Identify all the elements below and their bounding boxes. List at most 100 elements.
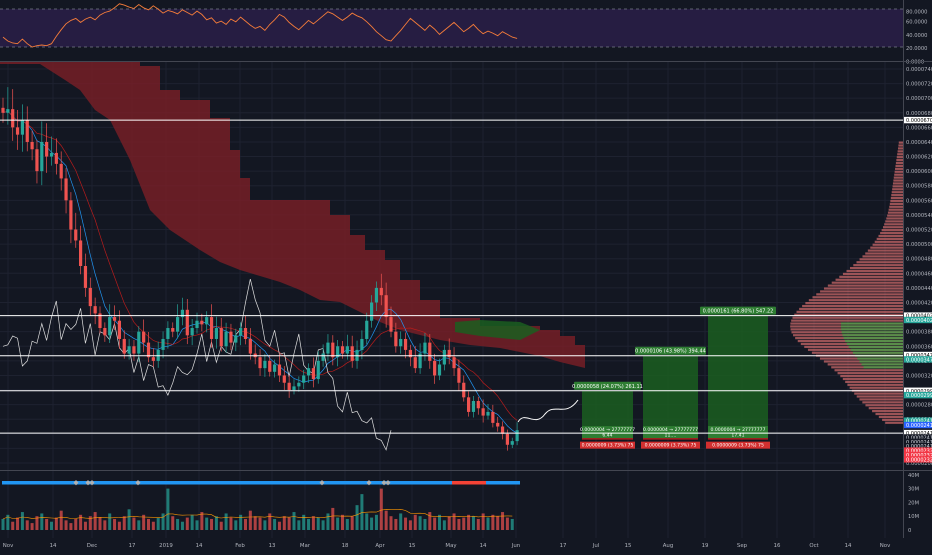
candle-body [258,357,262,369]
candle-body [30,141,34,150]
profile-bar [831,281,903,284]
profile-bar [827,284,903,287]
volume-bar [287,517,291,530]
profile-bar [794,313,903,316]
profile-bar [845,380,903,384]
volume-tick-label: 20M [908,500,919,506]
trade-stop-label-bg [641,441,700,449]
price-tick-label: 0.0000560 [906,198,932,204]
volume-bar [83,521,87,530]
trade-target-label: 0.0000161 (66.80%) 547.22 [703,309,774,315]
candle-body [437,364,442,376]
price-marker-bg [904,451,932,459]
trade-positions[interactable]: 0.0000058 (24.07%) 261.11 0.0000004 → 277… [517,306,776,449]
candle-body [277,364,282,376]
candle-body [447,349,451,358]
horizontal-levels[interactable] [0,119,903,434]
volume-bar [365,513,369,530]
volume-bar [11,521,15,530]
volume-bar [384,510,388,530]
volume-bar [452,513,456,530]
trade-profit-zone[interactable] [643,355,698,434]
volume-bar [370,517,374,530]
profile-bar [885,421,903,424]
candle-body [248,338,252,354]
volume-tick-label: 10M [908,514,919,520]
volume-bar [88,516,92,530]
profile-bar [802,304,903,308]
profile-bar [805,302,903,305]
time-tick-label: 14 [480,543,487,549]
profile-bar [847,383,903,386]
time-tick-label: 14 [50,543,57,549]
volume-bar [45,518,49,530]
volume-bar [428,512,432,530]
candle-body [462,382,466,398]
volume-bar [273,518,277,530]
trade-stop-label-bg [706,441,770,449]
price-marker-label: 0.0000670 [906,118,932,124]
candle-body [166,328,170,339]
candle-body [151,357,155,361]
volume-bar [132,517,136,530]
trade-profit-zone[interactable] [708,315,768,434]
price-marker-label: 0.0000347 [906,357,932,363]
price-marker-bg [904,351,932,359]
volume-bar [195,520,199,530]
candle-body [176,317,180,332]
volume-bar [307,518,311,530]
volume-bar [496,516,500,530]
profile-bar [889,202,903,205]
profile-bar-buy [850,348,903,351]
profile-bar [892,182,903,185]
profile-bar [791,319,903,322]
volume-bar [205,517,209,530]
candle-body [418,353,422,369]
signal-bar-bull [2,481,452,485]
price-tick-label: 0.0000660 [906,125,932,131]
volume-bar [350,516,354,530]
candle-body [239,328,243,336]
profile-bar [856,261,903,264]
candle-body [316,360,320,380]
volume-bar [54,517,58,530]
price-tick-label: 0.0000720 [906,82,932,88]
trade-profit-zone[interactable] [582,390,633,434]
candle-body [103,328,107,336]
price-marker-label: 0.0000241 [906,444,932,450]
price-marker-label: 0.0000347 [906,353,932,359]
signal-bar-bear [452,481,486,485]
volume-bar [253,516,257,530]
trade-entry-label-bg [643,426,698,439]
candle-body [273,364,277,372]
time-tick-label: Jun [511,543,520,549]
volume-bar [321,520,325,530]
price-marker-bg [904,316,932,324]
candle-body [25,120,29,142]
profile-bar [898,141,903,144]
candle-body [219,328,223,347]
candle-body [370,302,374,321]
volume-bar [1,518,5,530]
profile-bar [894,170,903,173]
price-marker-label: 0.0000402 [906,318,932,324]
trade-target-label-bg [635,346,706,355]
volume-bar [35,516,39,530]
candle-body [360,338,364,350]
ichimoku-cloud [0,62,585,368]
volume-bar [161,513,165,530]
profile-bar [881,229,903,232]
candle-body [88,287,92,307]
profile-bar-buy [840,325,903,328]
price-tick-label: 0.0000620 [906,155,932,161]
time-tick-label: 19 [702,543,709,549]
time-axis: Nov 14 Dec 17 2019 14 Feb 13 Mar 18 Apr 15 May 14 Jun 1… [3,543,891,549]
trade-target-label-bg [574,381,641,390]
price-tick-label: 0.0000380 [906,330,932,336]
candle-body [510,441,514,445]
candle-body [137,331,141,354]
signal-diamond [319,480,325,486]
candle-body [171,328,175,332]
candle-body [302,375,306,383]
